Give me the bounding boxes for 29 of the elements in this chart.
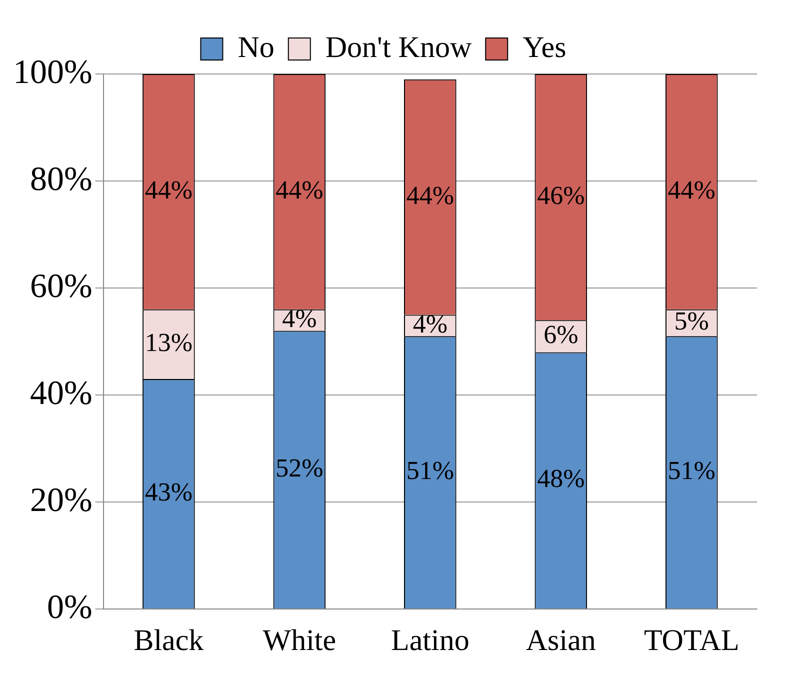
data-label: 44% bbox=[668, 176, 716, 205]
data-label: 5% bbox=[674, 306, 709, 336]
x-tick-label: TOTAL bbox=[644, 624, 740, 657]
legend-label: Don't Know bbox=[325, 30, 472, 64]
data-label: 51% bbox=[406, 456, 454, 486]
x-tick-label: Asian bbox=[526, 624, 596, 657]
y-tick-label: 20% bbox=[30, 482, 92, 519]
y-tick-label: 60% bbox=[30, 268, 92, 305]
data-label: 4% bbox=[412, 309, 448, 338]
x-tick-label: White bbox=[262, 624, 336, 657]
data-label: 44% bbox=[406, 180, 454, 210]
data-label: 52% bbox=[276, 453, 324, 482]
y-tick-label: 0% bbox=[46, 588, 92, 626]
legend-label: Yes bbox=[522, 30, 566, 64]
data-label: 48% bbox=[537, 464, 585, 494]
x-tick-label: Latino bbox=[391, 624, 470, 657]
y-tick-label: 80% bbox=[30, 160, 92, 198]
x-tick-label: Black bbox=[134, 624, 204, 657]
y-tick-label: 100% bbox=[12, 54, 92, 91]
data-label: 13% bbox=[144, 328, 193, 358]
data-label: 4% bbox=[282, 304, 317, 333]
legend-label: No bbox=[238, 30, 274, 64]
data-label: 46% bbox=[537, 180, 585, 210]
y-tick-label: 40% bbox=[30, 374, 92, 412]
data-label: 44% bbox=[144, 176, 193, 205]
data-label: 44% bbox=[276, 176, 324, 205]
data-label: 6% bbox=[544, 320, 578, 349]
data-label: 51% bbox=[668, 456, 716, 486]
data-label: 43% bbox=[144, 478, 193, 507]
